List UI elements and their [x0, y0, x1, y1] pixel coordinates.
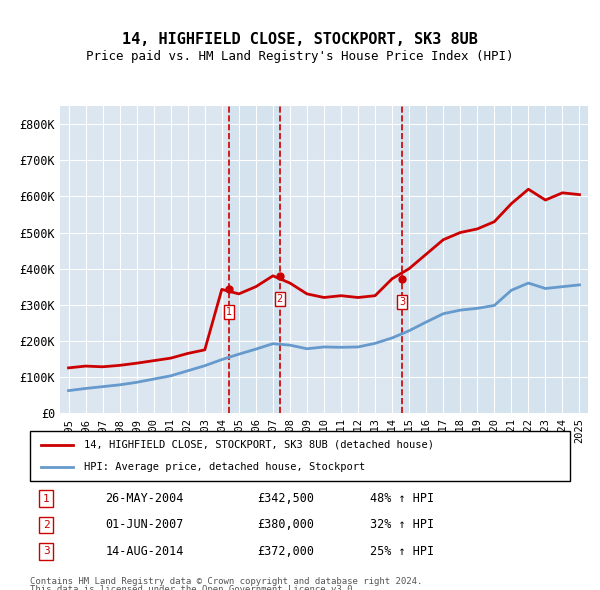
- Text: 3: 3: [399, 297, 406, 307]
- Text: Price paid vs. HM Land Registry's House Price Index (HPI): Price paid vs. HM Land Registry's House …: [86, 50, 514, 63]
- Bar: [403, 106, 588, 413]
- Text: 14, HIGHFIELD CLOSE, STOCKPORT, SK3 8UB (detached house): 14, HIGHFIELD CLOSE, STOCKPORT, SK3 8UB …: [84, 440, 434, 450]
- Text: 1: 1: [226, 307, 232, 317]
- Bar: [229, 106, 280, 413]
- Text: 2: 2: [277, 294, 283, 304]
- Text: 26-MAY-2004: 26-MAY-2004: [106, 492, 184, 505]
- Text: 01-JUN-2007: 01-JUN-2007: [106, 519, 184, 532]
- Text: 32% ↑ HPI: 32% ↑ HPI: [370, 519, 434, 532]
- Text: 2: 2: [43, 520, 50, 530]
- Text: £380,000: £380,000: [257, 519, 314, 532]
- Text: Contains HM Land Registry data © Crown copyright and database right 2024.: Contains HM Land Registry data © Crown c…: [30, 577, 422, 586]
- FancyBboxPatch shape: [30, 431, 570, 481]
- Text: 25% ↑ HPI: 25% ↑ HPI: [370, 545, 434, 558]
- Text: HPI: Average price, detached house, Stockport: HPI: Average price, detached house, Stoc…: [84, 462, 365, 472]
- Text: £342,500: £342,500: [257, 492, 314, 505]
- Text: £372,000: £372,000: [257, 545, 314, 558]
- Text: This data is licensed under the Open Government Licence v3.0.: This data is licensed under the Open Gov…: [30, 585, 358, 590]
- Text: 3: 3: [43, 546, 50, 556]
- Text: 14-AUG-2014: 14-AUG-2014: [106, 545, 184, 558]
- Text: 48% ↑ HPI: 48% ↑ HPI: [370, 492, 434, 505]
- Text: 14, HIGHFIELD CLOSE, STOCKPORT, SK3 8UB: 14, HIGHFIELD CLOSE, STOCKPORT, SK3 8UB: [122, 32, 478, 47]
- Text: 1: 1: [43, 494, 50, 504]
